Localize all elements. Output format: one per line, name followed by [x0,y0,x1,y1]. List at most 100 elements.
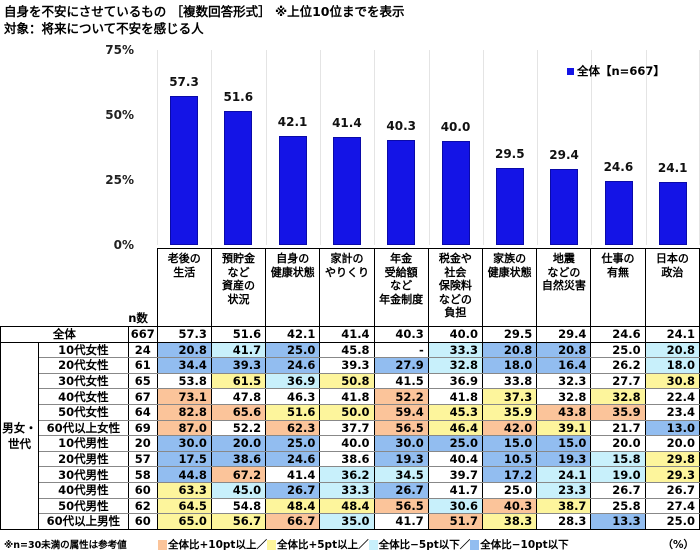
table-cell: 41.8 [319,388,375,405]
grid-line [591,50,593,245]
table-cell: 15.0 [481,435,538,452]
grid-line [211,50,213,245]
table-cell: 18.0 [481,357,538,374]
grid-line [319,50,321,245]
data-table: n数 老後の 生活 預貯金 など 資産の 状況 自身の 健康状態 家計の やりくり 年金 受給額 など 年金… [0,248,700,530]
grid-line [374,50,376,245]
grid-line [265,50,267,245]
table-cell: 46.4 [427,420,484,437]
category-header: 預貯金 など 資産の 状況 [210,248,267,327]
table-row: 50代女性 64 82.8 65.6 51.6 50.0 59.4 45.3 35.9 43.8 3… [1,404,700,421]
table-cell: 38.6 [210,451,267,468]
table-row: 20代男性 57 17.5 38.6 24.6 38.6 19.3 40.4 10.5 19.3 1… [1,451,700,468]
table-row: 40代女性 67 73.1 47.8 46.3 41.8 52.2 41.8 37.3 32.8 3… [1,388,700,405]
grid-line [645,50,647,245]
table-cell: 24.6 [265,451,321,468]
table-cell: 35.0 [319,513,375,530]
table-cell: 52.2 [210,420,267,437]
table-cell: 25.0 [427,435,484,452]
n-count: 57 [128,451,158,468]
table-cell: 56.5 [373,498,429,515]
table-row: 30代女性 65 53.8 61.5 36.9 50.8 41.5 36.9 33.8 32.3 2… [1,373,700,390]
table-cell: 66.7 [265,513,321,530]
table-cell: 13.3 [590,513,646,530]
table-cell: 39.1 [536,420,592,437]
table-row: 30代男性 58 44.8 67.2 41.4 36.2 34.5 39.7 17.2 24.1 1… [1,466,700,483]
category-header: 自身の 健康状態 [265,248,321,327]
category-header: 仕事の 有無 [590,248,646,327]
table-cell: 64.5 [156,498,212,515]
table-cell: 25.0 [265,435,321,452]
table-cell: 20.8 [481,342,538,359]
n-count: 67 [128,388,158,405]
table-cell: 73.1 [156,388,212,405]
table-cell: 45.3 [427,404,484,421]
grid-line [537,50,539,245]
table-cell: 32.8 [590,388,646,405]
table-row: 60代以上男性 60 65.0 56.7 66.7 35.0 41.7 51.7 38.3 28.… [1,513,700,530]
row-label: 50代女性 [38,404,129,421]
bar-chart: 57.3 51.6 42.1 41.4 40.3 40.0 29.5 29.4 24.6 24.1 [157,50,700,245]
n-count: 667 [128,326,158,343]
table-cell: 56.5 [373,420,429,437]
table-cell: 16.4 [536,357,592,374]
table-cell: 41.5 [373,373,429,390]
bar-value-label: 29.4 [549,147,579,162]
table-cell: 33.3 [319,482,375,499]
table-cell: 27.9 [373,357,429,374]
table-cell: 25.0 [644,513,700,530]
legend-label: 全体比+10pt以上／ [168,539,267,551]
row-label: 40代女性 [38,388,129,405]
table-cell: 17.5 [156,451,212,468]
footer: ※n=30未満の属性は参考値 全体比+10pt以上／ 全体比+5pt以上／ 全体比−… [0,537,700,551]
table-cell: 22.4 [644,388,700,405]
table-cell: 40.0 [427,326,484,343]
table-cell: 33.8 [481,373,538,390]
table-cell: 57.3 [156,326,212,343]
table-cell: 46.3 [265,388,321,405]
table-cell: 62.3 [265,420,321,437]
unit-label: （%） [662,539,694,551]
table-cell: 38.3 [481,513,538,530]
n-header: n数 [128,311,148,325]
table-cell: 51.6 [210,326,267,343]
table-cell: 39.3 [210,357,267,374]
table-cell: 45.0 [210,482,267,499]
table-cell: 19.0 [590,466,646,483]
row-label: 30代男性 [38,466,129,483]
table-cell: 59.4 [373,404,429,421]
bar [604,181,633,245]
table-cell: 50.0 [319,404,375,421]
table-cell: 24.1 [644,326,700,343]
legend-label: 全体比−10pt以下 [480,539,569,551]
table-cell: 41.7 [427,482,484,499]
table-cell: 25.0 [265,342,321,359]
title-line-2: 対象：将来について不安を感じる人 [4,21,204,36]
table-cell: 20.0 [210,435,267,452]
table-cell: 38.6 [319,451,375,468]
header-spacer [1,249,129,327]
table-cell: 37.3 [481,388,538,405]
table-cell: 34.5 [373,466,429,483]
bar-value-label: 40.3 [386,119,416,134]
table-cell: 50.8 [319,373,375,390]
table-cell: 15.8 [590,451,646,468]
table-cell: 30.0 [373,435,429,452]
n-count: 65 [128,373,158,390]
bar-value-label: 29.5 [494,147,525,162]
n-count: 58 [128,466,158,483]
legend-swatch-icon [368,539,378,550]
table-row: 20代女性 61 34.4 39.3 24.6 39.3 27.9 32.8 18.0 16.4 2… [1,357,700,374]
table-cell: 27.4 [644,498,700,515]
table-cell: 26.7 [644,482,700,499]
table-cell: 42.1 [265,326,321,343]
bar [550,168,579,245]
legend-label: 全体比−5pt以下／ [378,539,471,551]
bar-value-label: 57.3 [169,75,199,90]
table-cell: 29.4 [536,326,592,343]
table-cell: 27.7 [590,373,646,390]
table-cell: 41.8 [427,388,484,405]
bar [441,141,470,245]
bar [387,140,416,245]
table-cell: 23.3 [536,482,592,499]
